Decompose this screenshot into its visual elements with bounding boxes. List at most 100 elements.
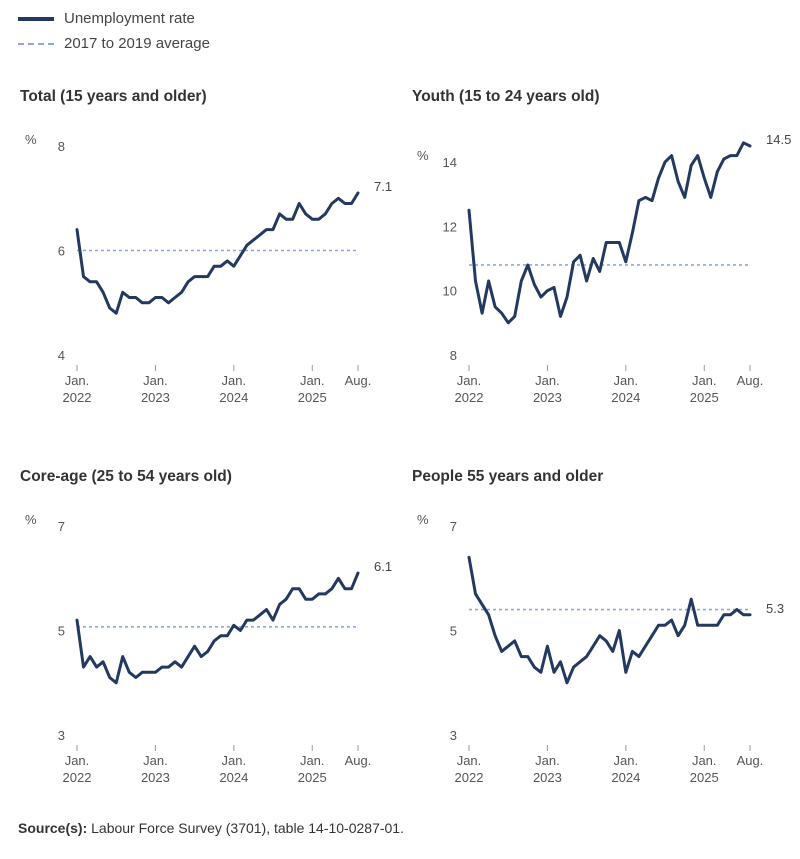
- data-point: [722, 157, 726, 161]
- unemployment-rate-line: [467, 555, 752, 685]
- data-point: [578, 660, 582, 664]
- x-tick-label-month: Jan.: [457, 373, 482, 388]
- data-point: [474, 592, 477, 596]
- data-point: [520, 655, 523, 658]
- data-point: [670, 154, 673, 157]
- chart-svg-total: % 4 6 8 Jan. 2022 Jan. 2023 Jan. 2024 Jan. 2025 Aug.…: [25, 132, 392, 405]
- data-point: [474, 279, 477, 283]
- panel-title: Youth (15 to 24 years old): [412, 88, 600, 105]
- data-point: [500, 312, 503, 315]
- x-tick-label-month: Jan.: [300, 753, 325, 768]
- data-point: [526, 655, 530, 658]
- x-tick-label-year: 2022: [455, 770, 484, 785]
- data-point: [193, 644, 196, 648]
- y-tick-label: 7: [58, 519, 65, 534]
- data-point: [676, 180, 680, 183]
- data-point: [676, 634, 680, 637]
- data-point: [284, 217, 288, 221]
- y-axis-unit-label: %: [25, 132, 37, 147]
- data-point: [75, 618, 79, 622]
- data-point: [689, 164, 693, 167]
- data-point: [121, 291, 124, 294]
- data-point: [311, 217, 314, 221]
- data-point: [226, 259, 229, 263]
- data-point: [618, 629, 621, 632]
- y-tick-label: 5: [58, 624, 65, 639]
- data-point: [624, 260, 628, 263]
- data-point: [644, 644, 647, 648]
- data-point: [559, 660, 562, 664]
- data-point: [631, 650, 634, 653]
- data-point: [213, 639, 216, 643]
- data-point: [618, 241, 621, 244]
- legend-swatch-rate: [18, 16, 54, 21]
- data-point: [709, 196, 712, 199]
- data-point: [271, 228, 275, 231]
- panel-title: People 55 years and older: [412, 468, 604, 485]
- x-tick-label-year: 2025: [690, 390, 719, 405]
- data-point: [206, 275, 209, 278]
- data-point: [605, 639, 608, 643]
- data-point: [193, 275, 196, 278]
- data-point: [245, 244, 249, 247]
- data-point: [82, 665, 85, 669]
- data-point: [689, 597, 693, 601]
- y-tick-label: 12: [443, 219, 457, 234]
- data-point: [657, 624, 660, 627]
- panel-title: Core-age (25 to 54 years old): [20, 468, 232, 485]
- data-point: [115, 312, 118, 315]
- legend-item-average: 2017 to 2019 average: [18, 31, 210, 56]
- data-point: [591, 644, 595, 648]
- y-axis-unit-label: %: [417, 512, 429, 527]
- chart-panel-total: Total (15 years and older) % 4 6 8 Jan. 2022 J…: [20, 88, 410, 418]
- data-point: [716, 624, 719, 627]
- y-tick-label: 7: [450, 519, 457, 534]
- x-tick-label-month: Aug.: [737, 373, 764, 388]
- data-point: [311, 597, 314, 601]
- data-point: [742, 613, 745, 617]
- data-point: [650, 634, 654, 637]
- x-tick-label-month: Jan.: [65, 373, 90, 388]
- source-text: Labour Force Survey (3701), table 14-10-…: [87, 820, 404, 836]
- end-value-label: 5.3: [766, 601, 784, 616]
- data-point: [239, 629, 242, 632]
- y-axis-unit-label: %: [417, 148, 429, 163]
- data-point: [657, 176, 660, 180]
- data-point: [75, 228, 79, 231]
- data-point: [565, 681, 569, 684]
- data-point: [513, 639, 516, 643]
- x-tick-label-month: Aug.: [345, 753, 372, 768]
- legend-swatch-average: [18, 42, 54, 45]
- data-point: [500, 650, 503, 653]
- x-tick-label-year: 2024: [611, 770, 640, 785]
- data-point: [663, 624, 667, 627]
- legend-label-average: 2017 to 2019 average: [64, 35, 210, 52]
- unemployment-rate-line: [75, 191, 360, 315]
- x-tick-label-month: Jan.: [222, 753, 247, 768]
- data-point: [115, 681, 118, 684]
- data-point: [180, 291, 183, 294]
- chart-legend: Unemployment rate 2017 to 2019 average: [18, 6, 210, 56]
- data-point: [291, 217, 294, 221]
- x-tick-label-year: 2024: [611, 390, 640, 405]
- data-point: [147, 301, 151, 304]
- data-point: [716, 170, 719, 173]
- data-point: [493, 634, 497, 637]
- data-point: [552, 286, 556, 289]
- data-point: [520, 279, 523, 283]
- data-point: [572, 665, 575, 669]
- x-tick-label-year: 2023: [533, 770, 562, 785]
- x-tick-label-month: Jan.: [535, 373, 560, 388]
- data-point: [95, 665, 98, 669]
- data-point: [278, 212, 281, 216]
- data-point: [330, 202, 334, 205]
- data-point: [722, 613, 726, 617]
- data-point: [683, 624, 686, 627]
- data-point: [735, 154, 739, 157]
- data-point: [533, 665, 536, 669]
- data-point: [219, 264, 222, 268]
- x-tick-label-year: 2024: [219, 390, 248, 405]
- data-point: [213, 264, 216, 268]
- data-point: [108, 306, 111, 310]
- x-tick-label-month: Jan.: [535, 753, 560, 768]
